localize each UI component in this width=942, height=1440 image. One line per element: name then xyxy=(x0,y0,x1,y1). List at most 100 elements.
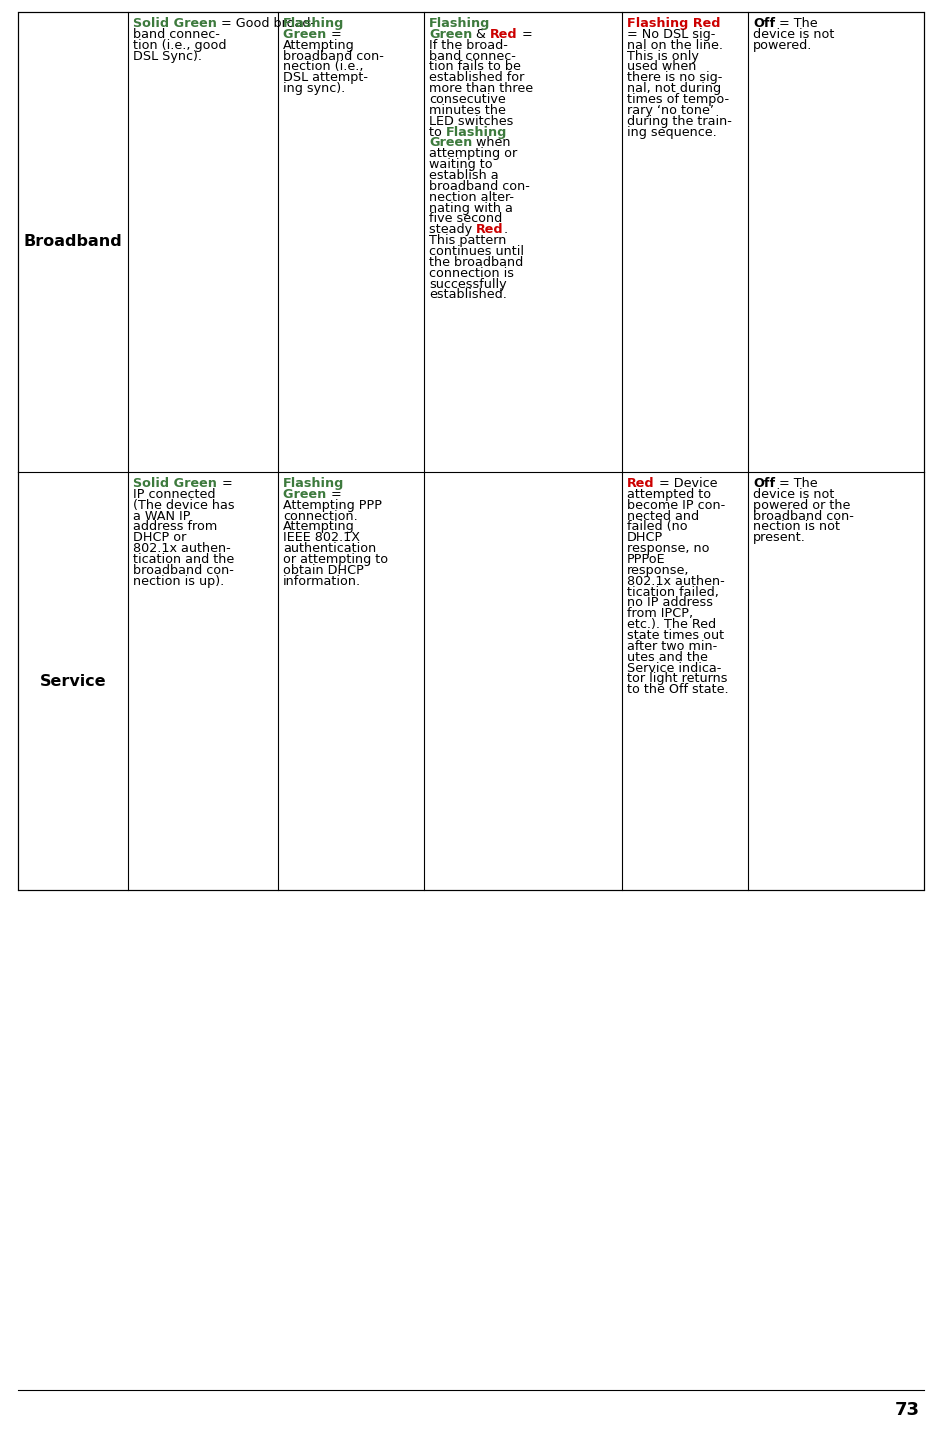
Text: broadband con-: broadband con- xyxy=(753,510,853,523)
Text: 802.1x authen-: 802.1x authen- xyxy=(133,541,231,556)
Text: DSL Sync).: DSL Sync). xyxy=(133,49,202,62)
Text: .: . xyxy=(504,223,508,236)
Text: Solid Green: Solid Green xyxy=(133,477,221,490)
Text: Flashing: Flashing xyxy=(283,17,345,30)
Text: state times out: state times out xyxy=(627,629,724,642)
Text: tication and the: tication and the xyxy=(133,553,235,566)
Text: device is not: device is not xyxy=(753,27,835,40)
Text: Flashing Red: Flashing Red xyxy=(627,17,721,30)
Text: information.: information. xyxy=(283,575,361,588)
Text: Flashing: Flashing xyxy=(446,125,507,138)
Text: during the train-: during the train- xyxy=(627,115,732,128)
Text: Green: Green xyxy=(429,137,472,150)
Text: nal, not during: nal, not during xyxy=(627,82,722,95)
Text: Red: Red xyxy=(490,27,518,40)
Text: tication failed,: tication failed, xyxy=(627,586,719,599)
Text: Red: Red xyxy=(627,477,655,490)
Text: (The device has: (The device has xyxy=(133,498,235,511)
Text: = The: = The xyxy=(775,477,818,490)
Text: Flashing: Flashing xyxy=(429,17,491,30)
Text: Solid Green: Solid Green xyxy=(133,17,221,30)
Text: there is no sig-: there is no sig- xyxy=(627,71,723,85)
Text: rary ‘no tone’: rary ‘no tone’ xyxy=(627,104,714,117)
Text: five second: five second xyxy=(429,213,502,226)
Text: =: = xyxy=(331,488,342,501)
Text: band connec-: band connec- xyxy=(429,49,516,62)
Text: Off: Off xyxy=(753,17,775,30)
Text: consecutive: consecutive xyxy=(429,94,506,107)
Text: a WAN IP: a WAN IP xyxy=(133,510,190,523)
Text: powered or the: powered or the xyxy=(753,498,851,511)
Text: nection alter-: nection alter- xyxy=(429,190,514,203)
Text: or attempting to: or attempting to xyxy=(283,553,388,566)
Text: response,: response, xyxy=(627,564,690,577)
Text: utes and the: utes and the xyxy=(627,651,707,664)
Text: Attempting: Attempting xyxy=(283,39,355,52)
Text: ing sync).: ing sync). xyxy=(283,82,346,95)
Text: connection is: connection is xyxy=(429,266,514,279)
Text: = Device: = Device xyxy=(655,477,717,490)
Bar xyxy=(18,12,924,890)
Text: to: to xyxy=(429,125,446,138)
Text: = The: = The xyxy=(775,17,818,30)
Text: steady: steady xyxy=(429,223,476,236)
Text: Service: Service xyxy=(40,674,106,688)
Text: nection is not: nection is not xyxy=(753,520,840,533)
Text: no IP address: no IP address xyxy=(627,596,713,609)
Text: Flashing: Flashing xyxy=(283,477,345,490)
Text: If the broad-: If the broad- xyxy=(429,39,508,52)
Text: become IP con-: become IP con- xyxy=(627,498,725,511)
Text: DSL attempt-: DSL attempt- xyxy=(283,71,368,85)
Text: tion (i.e., good: tion (i.e., good xyxy=(133,39,226,52)
Text: present.: present. xyxy=(753,531,805,544)
Text: Broadband: Broadband xyxy=(24,235,122,249)
Text: connection.: connection. xyxy=(283,510,358,523)
Text: Attempting: Attempting xyxy=(283,520,355,533)
Text: nected and: nected and xyxy=(627,510,699,523)
Text: obtain DHCP: obtain DHCP xyxy=(283,564,364,577)
Text: minutes the: minutes the xyxy=(429,104,506,117)
Text: established for: established for xyxy=(429,71,525,85)
Text: Green: Green xyxy=(283,27,331,40)
Text: IEEE 802.1X: IEEE 802.1X xyxy=(283,531,360,544)
Text: after two min-: after two min- xyxy=(627,639,717,652)
Text: DHCP or: DHCP or xyxy=(133,531,187,544)
Text: =: = xyxy=(221,477,232,490)
Text: nection (i.e.,: nection (i.e., xyxy=(283,60,364,73)
Text: tor light returns: tor light returns xyxy=(627,672,727,685)
Text: nating with a: nating with a xyxy=(429,202,512,215)
Text: attempted to: attempted to xyxy=(627,488,711,501)
Text: = No DSL sig-: = No DSL sig- xyxy=(627,27,715,40)
Text: successfully: successfully xyxy=(429,278,507,291)
Text: times of tempo-: times of tempo- xyxy=(627,94,729,107)
Text: broadband con-: broadband con- xyxy=(133,564,234,577)
Text: more than three: more than three xyxy=(429,82,533,95)
Text: from IPCP,: from IPCP, xyxy=(627,608,693,621)
Text: Off: Off xyxy=(753,477,775,490)
Text: &: & xyxy=(472,27,490,40)
Text: when: when xyxy=(472,137,511,150)
Text: established.: established. xyxy=(429,288,507,301)
Text: ing sequence.: ing sequence. xyxy=(627,125,717,138)
Text: 802.1x authen-: 802.1x authen- xyxy=(627,575,724,588)
Text: nal on the line.: nal on the line. xyxy=(627,39,723,52)
Text: PPPoE: PPPoE xyxy=(627,553,666,566)
Text: tion fails to be: tion fails to be xyxy=(429,60,521,73)
Text: This is only: This is only xyxy=(627,49,699,62)
Text: = Good broad-: = Good broad- xyxy=(221,17,316,30)
Text: DHCP: DHCP xyxy=(627,531,663,544)
Text: broadband con-: broadband con- xyxy=(429,180,529,193)
Text: =: = xyxy=(518,27,532,40)
Text: attempting or: attempting or xyxy=(429,147,517,160)
Text: Green: Green xyxy=(429,27,472,40)
Text: Red: Red xyxy=(476,223,504,236)
Text: Green: Green xyxy=(283,488,331,501)
Text: etc.). The Red: etc.). The Red xyxy=(627,618,716,631)
Text: device is not: device is not xyxy=(753,488,835,501)
Text: LED switches: LED switches xyxy=(429,115,513,128)
Text: to the Off state.: to the Off state. xyxy=(627,683,728,697)
Text: authentication: authentication xyxy=(283,541,376,556)
Text: continues until: continues until xyxy=(429,245,524,258)
Text: Attempting PPP: Attempting PPP xyxy=(283,498,382,511)
Text: This pattern: This pattern xyxy=(429,235,507,248)
